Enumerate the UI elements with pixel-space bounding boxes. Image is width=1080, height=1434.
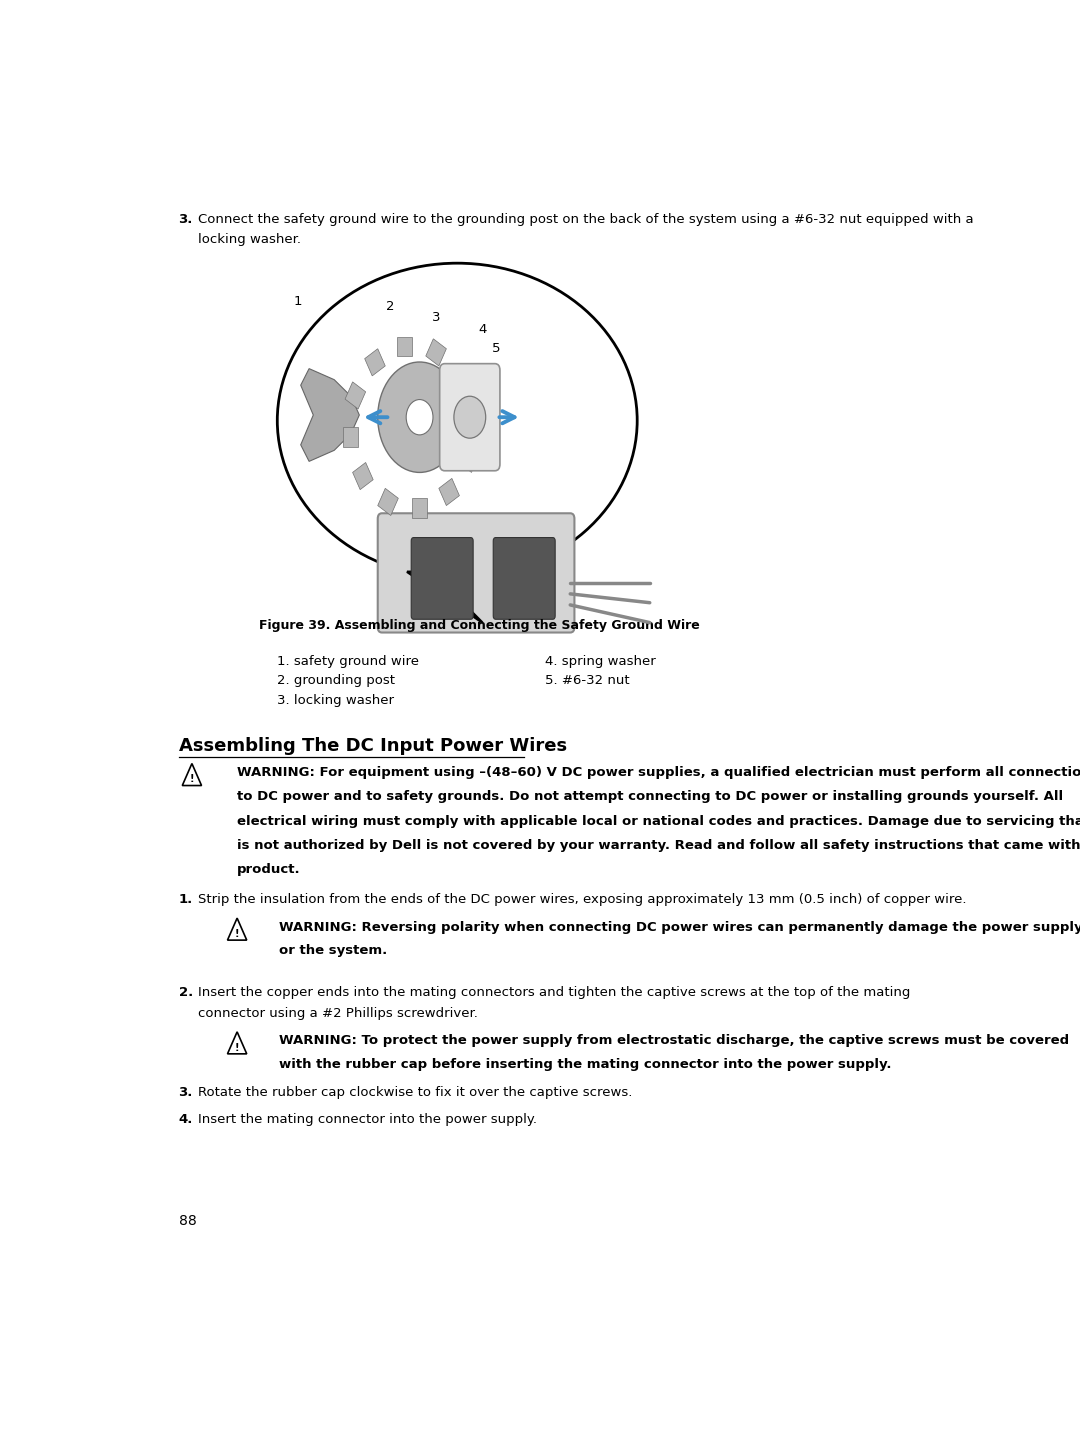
Text: 2. grounding post: 2. grounding post — [278, 674, 395, 687]
Bar — [346, 381, 366, 409]
Polygon shape — [407, 572, 483, 622]
Text: 1. safety ground wire: 1. safety ground wire — [278, 654, 419, 668]
Text: 3.: 3. — [178, 212, 193, 227]
Text: is not authorized by Dell is not covered by your warranty. Read and follow all s: is not authorized by Dell is not covered… — [238, 839, 1080, 852]
Text: !: ! — [234, 1043, 240, 1053]
Text: 88: 88 — [178, 1213, 197, 1228]
Text: 4: 4 — [478, 324, 487, 337]
Circle shape — [406, 400, 433, 435]
Text: 5: 5 — [492, 343, 501, 356]
Text: 3. locking washer: 3. locking washer — [278, 694, 394, 707]
Text: or the system.: or the system. — [279, 944, 388, 956]
Bar — [413, 498, 427, 518]
Text: Rotate the rubber cap clockwise to fix it over the captive screws.: Rotate the rubber cap clockwise to fix i… — [198, 1087, 632, 1100]
Text: 1: 1 — [294, 295, 302, 308]
Bar — [438, 479, 459, 506]
Text: WARNING: Reversing polarity when connecting DC power wires can permanently damag: WARNING: Reversing polarity when connect… — [279, 921, 1080, 934]
FancyBboxPatch shape — [411, 538, 473, 619]
Text: 1.: 1. — [178, 893, 192, 906]
Text: !: ! — [234, 929, 240, 939]
Text: Insert the copper ends into the mating connectors and tighten the captive screws: Insert the copper ends into the mating c… — [198, 985, 910, 999]
Text: WARNING: To protect the power supply from electrostatic discharge, the captive s: WARNING: To protect the power supply fro… — [279, 1034, 1069, 1047]
Text: product.: product. — [238, 863, 300, 876]
FancyBboxPatch shape — [440, 364, 500, 470]
Text: Assembling The DC Input Power Wires: Assembling The DC Input Power Wires — [178, 737, 567, 756]
Text: Insert the mating connector into the power supply.: Insert the mating connector into the pow… — [198, 1113, 537, 1126]
Bar — [397, 337, 413, 357]
Text: connector using a #2 Phillips screwdriver.: connector using a #2 Phillips screwdrive… — [198, 1007, 477, 1020]
Text: WARNING: For equipment using –(48–60) V DC power supplies, a qualified electrici: WARNING: For equipment using –(48–60) V … — [238, 766, 1080, 779]
Text: 4. spring washer: 4. spring washer — [545, 654, 656, 668]
Text: Strip the insulation from the ends of the DC power wires, exposing approximately: Strip the insulation from the ends of th… — [198, 893, 967, 906]
Circle shape — [378, 361, 461, 472]
Text: to DC power and to safety grounds. Do not attempt connecting to DC power or inst: to DC power and to safety grounds. Do no… — [238, 790, 1063, 803]
FancyBboxPatch shape — [494, 538, 555, 619]
Text: locking washer.: locking washer. — [198, 232, 300, 245]
Bar — [343, 427, 359, 447]
Polygon shape — [300, 369, 360, 462]
Text: with the rubber cap before inserting the mating connector into the power supply.: with the rubber cap before inserting the… — [279, 1058, 891, 1071]
Bar — [451, 364, 472, 391]
Text: 5. #6-32 nut: 5. #6-32 nut — [545, 674, 630, 687]
Text: 3.: 3. — [178, 1087, 193, 1100]
Ellipse shape — [278, 264, 637, 578]
Circle shape — [454, 396, 486, 439]
Bar — [465, 407, 481, 427]
Text: 2.: 2. — [178, 985, 192, 999]
Text: !: ! — [190, 774, 194, 784]
Text: electrical wiring must comply with applicable local or national codes and practi: electrical wiring must comply with appli… — [238, 815, 1080, 827]
Bar — [352, 463, 374, 489]
Bar — [426, 338, 446, 366]
Text: 3: 3 — [432, 311, 441, 324]
Bar — [365, 348, 386, 376]
Text: 2: 2 — [386, 300, 394, 313]
Text: Figure 39. Assembling and Connecting the Safety Ground Wire: Figure 39. Assembling and Connecting the… — [259, 619, 700, 632]
Bar — [378, 489, 399, 515]
FancyBboxPatch shape — [378, 513, 575, 632]
Text: Connect the safety ground wire to the grounding post on the back of the system u: Connect the safety ground wire to the gr… — [198, 212, 973, 227]
Text: 4.: 4. — [178, 1113, 193, 1126]
Bar — [458, 446, 480, 472]
